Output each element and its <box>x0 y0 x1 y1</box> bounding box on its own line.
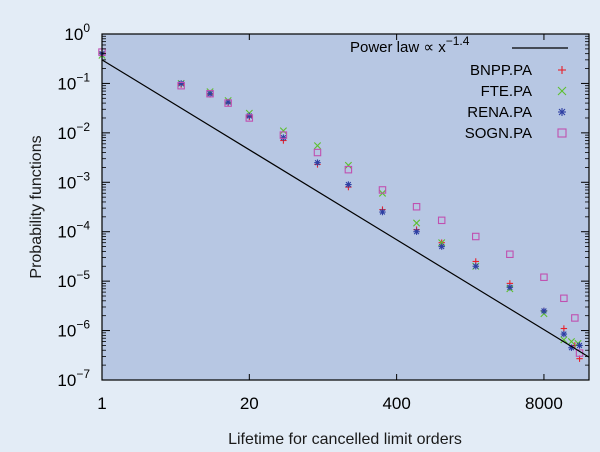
data-point <box>413 228 420 235</box>
data-point <box>313 142 322 150</box>
series-sogn-pa <box>98 48 584 357</box>
data-point <box>438 243 445 250</box>
axis-ticks: 1 20 400 8000 100 10−1 10−2 10−3 10−4 10−5 10−6 10−… <box>57 21 589 413</box>
legend-marker <box>558 66 566 74</box>
data-point <box>224 99 232 107</box>
y-axis-title: Probability functions <box>28 135 45 278</box>
power-law-line <box>101 59 590 358</box>
data-point <box>378 186 387 194</box>
data-point <box>472 232 480 241</box>
data-point <box>177 80 185 87</box>
y-tick-label: 10−7 <box>57 367 90 390</box>
y-tick-label: 10−6 <box>57 318 90 341</box>
data-point <box>314 159 321 166</box>
data-point <box>412 219 421 227</box>
legend-marker <box>557 128 567 138</box>
data-point <box>206 89 214 98</box>
data-point <box>412 202 421 211</box>
data-point <box>279 131 288 139</box>
data-point <box>560 325 568 332</box>
x-tick-label: 8000 <box>525 394 563 413</box>
data-point <box>506 250 514 259</box>
data-point <box>560 336 568 344</box>
data-point <box>279 127 287 135</box>
data-point <box>280 134 287 141</box>
data-point <box>246 112 253 120</box>
y-tick-label: 10−2 <box>57 120 90 143</box>
x-tick-label: 400 <box>382 394 410 413</box>
data-point <box>177 81 185 90</box>
legend-label: SOGN.PA <box>465 125 532 142</box>
data-point <box>576 342 583 349</box>
legend-marker <box>558 108 566 116</box>
data-point <box>506 284 514 291</box>
data-point <box>245 114 254 122</box>
data-point <box>206 90 214 97</box>
y-tick-label: 10−3 <box>57 169 90 192</box>
data-point <box>345 181 352 188</box>
data-point <box>540 307 548 315</box>
data-point <box>344 161 352 169</box>
data-point <box>313 148 322 157</box>
data-point <box>379 208 386 216</box>
x-tick-label: 1 <box>97 394 106 413</box>
data-point <box>571 314 579 322</box>
x-tick-label: 20 <box>240 394 259 413</box>
plot-frame <box>101 33 590 381</box>
legend-label: FTE.PA <box>481 83 532 100</box>
data-point <box>567 337 576 346</box>
y-tick-label: 10−4 <box>57 219 90 242</box>
legend-label: RENA.PA <box>467 104 532 121</box>
data-point <box>560 330 568 338</box>
data-point <box>472 263 479 270</box>
data-point <box>344 165 353 174</box>
data-point <box>540 273 548 281</box>
y-tick-label: 100 <box>64 21 90 44</box>
y-tick-label: 10−1 <box>57 70 90 93</box>
legend-marker <box>557 86 567 96</box>
y-tick-label: 10−5 <box>57 268 90 291</box>
legend: Power law ∝ x−1.4 BNPP.PA FTE.PA RENA.PA SO… <box>350 34 568 142</box>
data-point <box>560 294 568 303</box>
legend-label: BNPP.PA <box>470 62 532 79</box>
plot-background <box>102 34 589 380</box>
x-axis-title: Lifetime for cancelled limit orders <box>228 431 462 448</box>
data-point <box>437 216 446 225</box>
legend-power-law-label: Power law ∝ x−1.4 <box>350 34 470 56</box>
